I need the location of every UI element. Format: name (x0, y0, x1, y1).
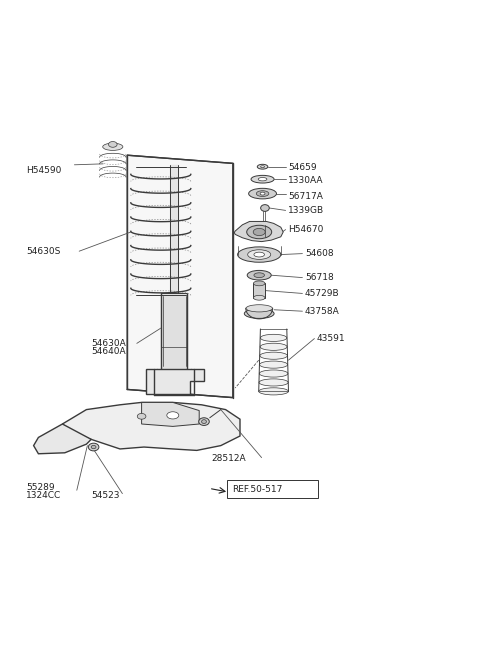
Text: 1330AA: 1330AA (288, 176, 324, 184)
Ellipse shape (259, 370, 288, 377)
Text: 45729B: 45729B (305, 289, 339, 298)
Ellipse shape (248, 250, 271, 259)
Ellipse shape (260, 343, 287, 350)
Ellipse shape (88, 443, 99, 451)
Text: 43758A: 43758A (305, 307, 339, 316)
Polygon shape (62, 402, 240, 451)
Ellipse shape (238, 247, 281, 262)
Ellipse shape (260, 352, 288, 359)
Text: 56717A: 56717A (288, 192, 323, 201)
Text: 55289: 55289 (26, 483, 55, 492)
Text: 1324CC: 1324CC (26, 491, 61, 499)
Text: 1339GB: 1339GB (288, 206, 324, 215)
Text: 54608: 54608 (305, 249, 334, 258)
Text: H54590: H54590 (26, 166, 62, 175)
Ellipse shape (253, 228, 265, 236)
Ellipse shape (137, 413, 146, 419)
Ellipse shape (260, 335, 287, 341)
Polygon shape (127, 155, 233, 398)
Polygon shape (146, 369, 204, 394)
Polygon shape (142, 402, 199, 426)
Text: REF.50-517: REF.50-517 (232, 485, 282, 494)
Text: 28512A: 28512A (211, 454, 246, 463)
Ellipse shape (256, 191, 269, 197)
Ellipse shape (253, 295, 265, 300)
Ellipse shape (108, 142, 117, 148)
Ellipse shape (260, 192, 265, 195)
Ellipse shape (258, 178, 267, 181)
Ellipse shape (254, 252, 264, 257)
Text: 54640A: 54640A (91, 346, 126, 356)
Ellipse shape (103, 143, 123, 150)
Ellipse shape (259, 379, 288, 386)
Ellipse shape (253, 281, 265, 286)
Ellipse shape (259, 388, 288, 395)
Ellipse shape (260, 361, 288, 368)
Ellipse shape (261, 205, 269, 211)
Ellipse shape (261, 166, 264, 168)
Ellipse shape (247, 225, 272, 239)
Ellipse shape (249, 188, 276, 199)
Ellipse shape (199, 418, 209, 426)
Polygon shape (234, 222, 283, 241)
Ellipse shape (202, 420, 206, 424)
FancyBboxPatch shape (227, 480, 318, 499)
Text: H54670: H54670 (288, 225, 324, 234)
Text: 43591: 43591 (317, 334, 346, 343)
Text: 54523: 54523 (91, 491, 120, 499)
Ellipse shape (254, 273, 264, 277)
Text: 54659: 54659 (288, 163, 317, 172)
Text: 54630S: 54630S (26, 247, 61, 256)
Ellipse shape (247, 270, 271, 280)
Ellipse shape (167, 412, 179, 419)
Ellipse shape (251, 175, 274, 183)
Ellipse shape (91, 445, 96, 449)
Polygon shape (34, 424, 91, 454)
Bar (253, 283, 265, 298)
Ellipse shape (246, 305, 273, 312)
Ellipse shape (244, 309, 274, 318)
Text: 54630A: 54630A (91, 339, 126, 348)
Text: 56718: 56718 (305, 273, 334, 282)
Ellipse shape (257, 164, 268, 169)
